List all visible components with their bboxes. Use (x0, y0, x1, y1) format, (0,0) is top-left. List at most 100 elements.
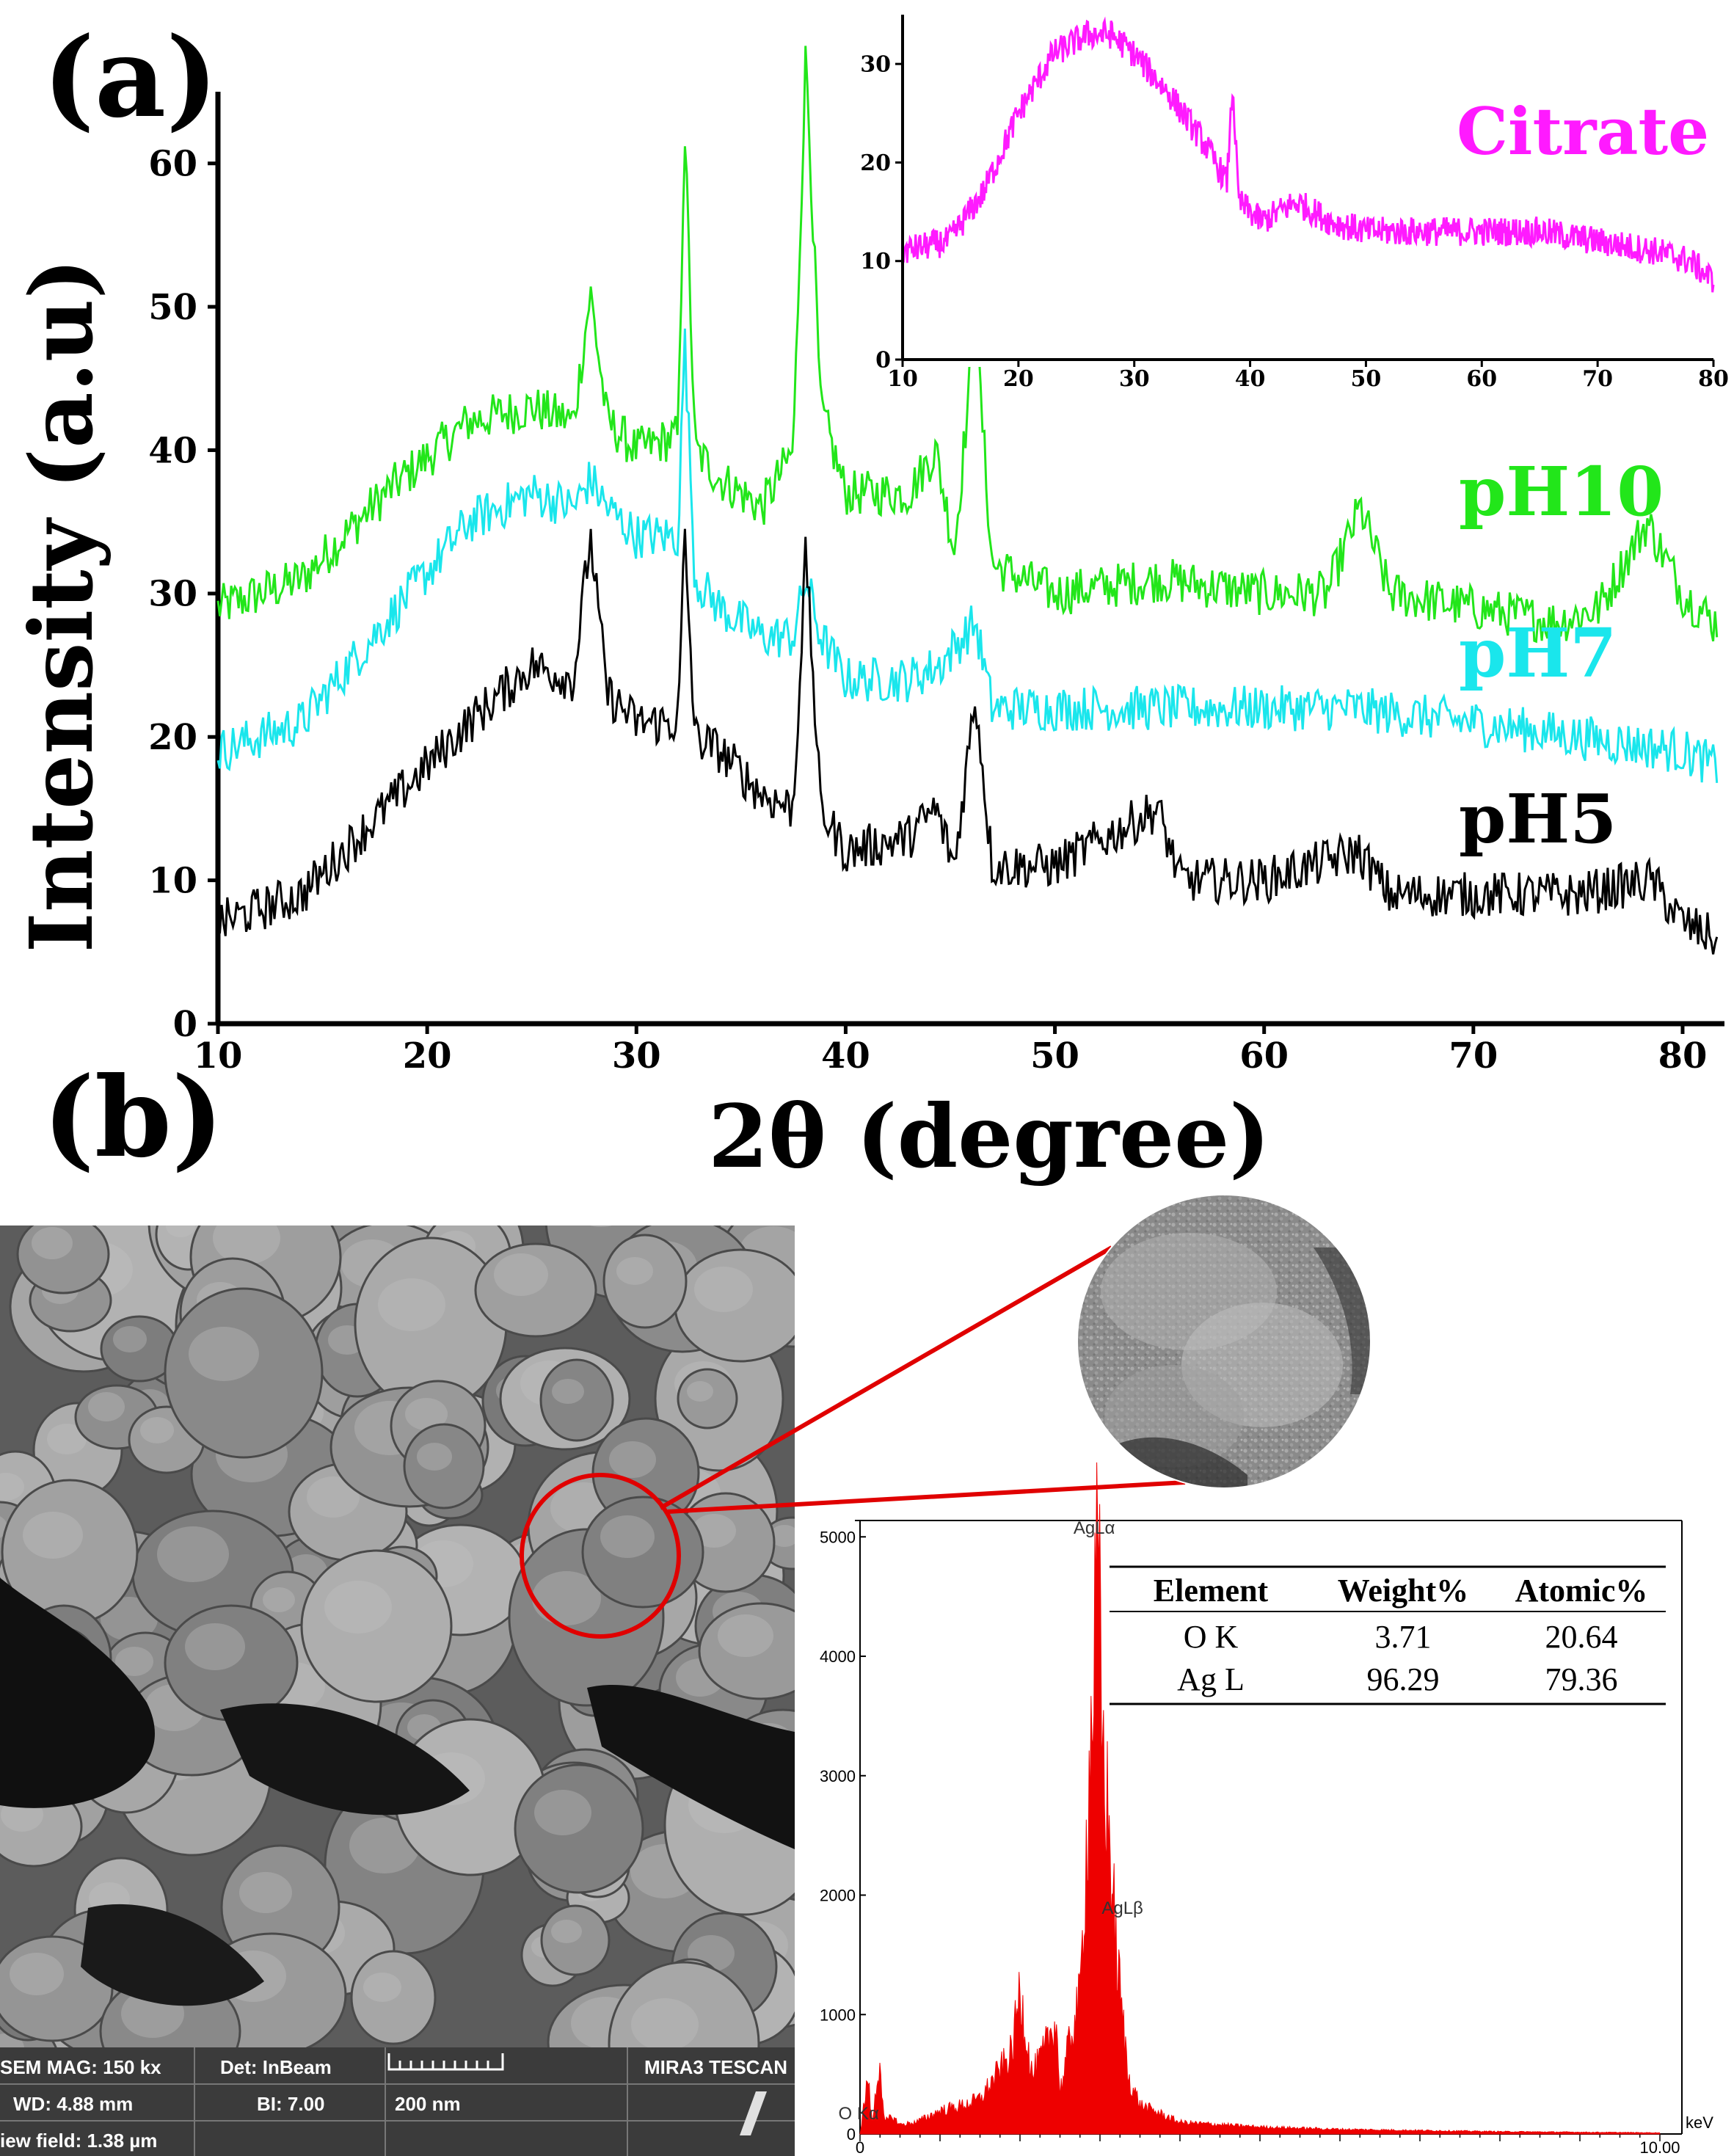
x-tick-label: 70 (1582, 366, 1613, 392)
sem-particle-highlight (590, 1226, 612, 1227)
x-tick-label: 20 (1003, 366, 1034, 392)
sem-particle-highlight (10, 1953, 64, 1995)
y-tick-label: 20 (148, 717, 197, 758)
x-tick-label: 40 (821, 1035, 870, 1077)
x-tick-label: 30 (1119, 366, 1150, 392)
x-tick-label: 80 (1658, 1035, 1708, 1077)
sem-particle-highlight (157, 1526, 229, 1582)
panel-b-label: (b) (43, 1053, 224, 1182)
x-tick-label: 80 (1698, 366, 1729, 392)
edx-y-tick-label: 0 (847, 2125, 856, 2144)
sem-scale-label: 200 nm (395, 2093, 461, 2115)
sem-particle-highlight (552, 1379, 584, 1404)
edx-peak-label: AgLα (1074, 1518, 1115, 1538)
series-line-ph5 (217, 528, 1719, 955)
x-tick-label: 50 (1030, 1035, 1079, 1077)
sem-particle (474, 1242, 597, 1338)
sem-particle-highlight (631, 1998, 699, 2051)
sem-wd: WD: 4.88 mm (13, 2093, 133, 2115)
sem-particle-highlight (47, 1424, 87, 1454)
sem-particle-highlight (263, 1587, 295, 1612)
x-tick-label: 10 (194, 1035, 243, 1077)
edx-peak-label: O Kα (839, 2104, 879, 2124)
series-label-ph7: pH7 (1459, 613, 1617, 693)
sem-particle-highlight (687, 1381, 713, 1402)
sem-particle-highlight (405, 1398, 448, 1430)
sem-particle (540, 1904, 611, 1976)
sem-particle (16, 1226, 110, 1294)
x-tick-label: 70 (1449, 1035, 1498, 1077)
edx-y-tick-label: 5000 (820, 1528, 856, 1546)
sem-particle-highlight (307, 1476, 360, 1518)
table-header-atomic: Atomic% (1515, 1573, 1648, 1609)
sem-particle-highlight (692, 1514, 736, 1548)
sem-particle-highlight (616, 1257, 653, 1285)
edx-y-tick-label: 2000 (820, 1887, 856, 1905)
edx-y-tick-label: 1000 (820, 2006, 856, 2024)
y-axis-title: Intensity (a.u) (10, 258, 112, 953)
edx-spectrum (859, 1462, 1661, 2135)
series-line-citrate (904, 16, 1715, 293)
sem-detector: Det: InBeam (220, 2056, 332, 2078)
sem-particle-highlight (534, 1790, 591, 1835)
sem-zoom-image (1077, 1195, 1371, 1488)
sem-particle-highlight (417, 1443, 452, 1471)
sem-particle-highlight (239, 1872, 292, 1913)
sem-particle-highlight (363, 1973, 401, 2002)
sem-particle-highlight (694, 1267, 753, 1312)
sem-particle-highlight (0, 1473, 24, 1501)
y-tick-label: 30 (148, 574, 197, 615)
table-cell: 20.64 (1545, 1619, 1618, 1655)
sem-particle-highlight (32, 1227, 73, 1259)
sem-particle (300, 1549, 453, 1703)
table-cell: 79.36 (1545, 1661, 1618, 1697)
sem-particle-highlight (185, 1623, 245, 1670)
y-tick-label: 20 (860, 150, 891, 176)
sem-particle-highlight (23, 1512, 83, 1559)
sem-particle-highlight (718, 1614, 773, 1657)
sem-mag: SEM MAG: 150 kx (0, 2056, 161, 2078)
sem-particle-highlight (551, 1920, 582, 1943)
sem-particle (403, 1423, 485, 1509)
table-cell: O K (1184, 1619, 1239, 1655)
sem-particle-highlight (213, 1226, 280, 1264)
x-tick-label: 10 (887, 366, 918, 392)
series-label-ph10: pH10 (1459, 452, 1664, 531)
sem-particle-highlight (166, 1226, 195, 1237)
sem-particle-highlight (609, 1441, 656, 1478)
edx-peak-label: AgLβ (1101, 1898, 1143, 1918)
series-line-ph10 (216, 45, 1719, 644)
tescan-logo-icon (740, 2091, 767, 2135)
sem-particle-highlight (88, 1392, 125, 1421)
edx-x-unit: keV (1686, 2113, 1713, 2132)
sem-scale-bar (387, 2053, 504, 2071)
sem-particle (698, 1602, 795, 1700)
y-tick-label: 0 (173, 1004, 197, 1045)
sem-particle-highlight (600, 1515, 655, 1558)
x-tick-label: 20 (403, 1035, 452, 1077)
x-tick-label: 40 (1235, 366, 1266, 392)
y-tick-label: 50 (148, 287, 197, 328)
table-cell: Ag L (1177, 1661, 1245, 1697)
zoom-connector-top (659, 1245, 1113, 1510)
series-label-citrate: Citrate (1457, 93, 1709, 170)
sem-particle (539, 1358, 614, 1442)
x-tick-label: 60 (1239, 1035, 1289, 1077)
panel-a-label: (a) (43, 13, 218, 142)
zoom-connector-bottom (667, 1480, 1186, 1514)
x-tick-label: 60 (1466, 366, 1497, 392)
y-tick-label: 30 (860, 52, 891, 78)
x-tick-label: 50 (1351, 366, 1382, 392)
sem-particle-highlight (494, 1253, 548, 1296)
sem-view-field: iew field: 1.38 µm (0, 2130, 157, 2152)
table-header-element: Element (1154, 1573, 1269, 1609)
sem-particle-highlight (140, 1417, 174, 1443)
edx-table: Element Weight% Atomic% O K 3.71 20.64 A… (1110, 1554, 1667, 1705)
sem-particle (164, 1287, 324, 1459)
series-line-ph7 (216, 328, 1719, 784)
sem-particle (677, 1368, 738, 1430)
edx-y-tick-label: 3000 (820, 1767, 856, 1785)
